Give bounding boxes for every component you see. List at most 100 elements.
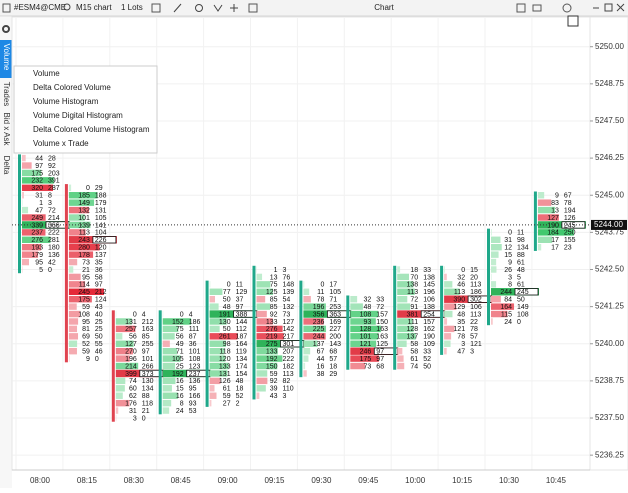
ask-volume: 68	[329, 349, 337, 356]
bid-volume: 16	[317, 363, 325, 370]
volume-bar	[209, 281, 211, 288]
bid-volume: 16	[176, 378, 184, 385]
menu-item[interactable]: Volume x Trade	[33, 139, 89, 148]
side-tab[interactable]: Volume	[2, 44, 11, 71]
time-label: 08:00	[30, 476, 51, 485]
ask-volume: 87	[189, 334, 197, 341]
volume-bar	[397, 303, 411, 310]
menu-item[interactable]: Delta Colored Volume Histogram	[33, 125, 150, 134]
bid-volume: 125	[266, 289, 278, 296]
time-label: 10:45	[546, 476, 567, 485]
bid-volume: 26	[504, 267, 512, 274]
bid-volume: 249	[31, 215, 43, 222]
bid-volume: 115	[501, 311, 512, 318]
volume-bar	[537, 236, 553, 243]
bid-volume: 132	[78, 207, 90, 214]
volume-bar	[209, 288, 223, 295]
ask-volume: 17	[329, 282, 337, 289]
bid-volume: 150	[266, 363, 278, 370]
bid-volume: 71	[176, 349, 184, 356]
maximize[interactable]	[604, 3, 613, 12]
volume-bar	[22, 192, 24, 199]
bid-volume: 178	[78, 252, 90, 259]
share-icon[interactable]	[516, 3, 526, 13]
bid-volume: 95	[82, 274, 90, 281]
volume-bar	[68, 303, 77, 310]
cluster-range	[111, 310, 115, 422]
bid-volume: 13	[551, 207, 559, 214]
side-tab[interactable]: Bid x Ask	[2, 113, 11, 147]
volume-bar	[303, 281, 305, 288]
volume-bar	[162, 362, 176, 370]
current-price-box	[591, 219, 627, 230]
ask-volume: 119	[236, 349, 247, 356]
bid-volume: 5	[39, 267, 43, 274]
ask-volume: 88	[517, 252, 525, 259]
indicator-menu: Volume Delta Colored Volume Volume Histo…	[13, 65, 158, 154]
ask-volume: 76	[283, 274, 291, 281]
ask-volume: 111	[189, 326, 200, 333]
bid-volume: 105	[172, 356, 184, 363]
side-panel	[0, 17, 12, 488]
tool-icon[interactable]	[213, 4, 223, 12]
bid-volume: 196	[313, 304, 325, 311]
ask-volume: 141	[95, 222, 107, 229]
ask-volume: 3	[470, 349, 474, 356]
link-icon[interactable]	[562, 3, 572, 13]
lots[interactable]: 1 Lots	[121, 3, 143, 12]
volume-bar	[303, 333, 326, 340]
symbol[interactable]: #ESM4@CME	[14, 3, 66, 12]
volume-bar	[444, 325, 455, 333]
search-icon[interactable]	[63, 3, 71, 11]
bid-volume: 12	[504, 245, 512, 252]
bid-volume: 17	[551, 245, 559, 252]
menu-item[interactable]: Volume	[33, 69, 60, 78]
ask-volume: 214	[48, 215, 60, 222]
menu-item[interactable]: Volume Histogram	[33, 97, 99, 106]
bid-volume: 85	[270, 297, 278, 304]
menu-icon[interactable]	[2, 3, 11, 13]
tab-active[interactable]	[0, 40, 12, 78]
ask-volume: 174	[236, 363, 248, 370]
ask-volume: 57	[470, 334, 478, 341]
camera-icon[interactable]	[532, 4, 542, 12]
timeframe[interactable]: M15 chart	[76, 3, 112, 12]
time-label: 09:00	[218, 476, 239, 485]
panel-button[interactable]	[567, 15, 579, 27]
volume-bar	[68, 266, 74, 273]
bid-volume: 16	[176, 393, 184, 400]
volume-bar	[397, 281, 414, 288]
volume-bar	[256, 295, 266, 303]
close[interactable]	[616, 3, 625, 12]
bid-volume: 1	[39, 200, 43, 207]
volume-bar	[537, 244, 542, 251]
volume-bar	[115, 385, 125, 392]
volume-bar	[350, 310, 379, 318]
side-tab[interactable]: Delta	[2, 156, 11, 175]
bid-volume: 52	[82, 341, 90, 348]
ask-volume: 97	[95, 282, 103, 289]
menu-item[interactable]: Delta Colored Volume	[33, 83, 111, 92]
volume-bar	[491, 310, 508, 318]
cluster-range	[252, 265, 256, 400]
ask-volume: 2	[236, 401, 240, 408]
ask-volume: 33	[423, 267, 431, 274]
ask-volume: 52	[423, 356, 431, 363]
bid-volume: 243	[78, 237, 90, 244]
ask-volume: 101	[189, 349, 201, 356]
crosshair-icon[interactable]	[230, 4, 238, 12]
volume-bar	[68, 333, 79, 340]
volume-bar	[162, 333, 175, 340]
settings-icon[interactable]	[151, 3, 161, 13]
zoom-icon[interactable]	[195, 4, 203, 12]
draw-icon[interactable]	[173, 3, 182, 13]
ask-volume: 53	[189, 408, 197, 415]
ask-volume: 196	[423, 289, 435, 296]
volume-bar	[537, 214, 559, 221]
menu-item[interactable]: Volume Digital Histogram	[33, 111, 123, 120]
cluster-range	[533, 191, 537, 251]
gear-icon[interactable]	[2, 25, 10, 33]
side-tab[interactable]: Trades	[2, 82, 11, 107]
template-icon[interactable]	[248, 3, 258, 13]
